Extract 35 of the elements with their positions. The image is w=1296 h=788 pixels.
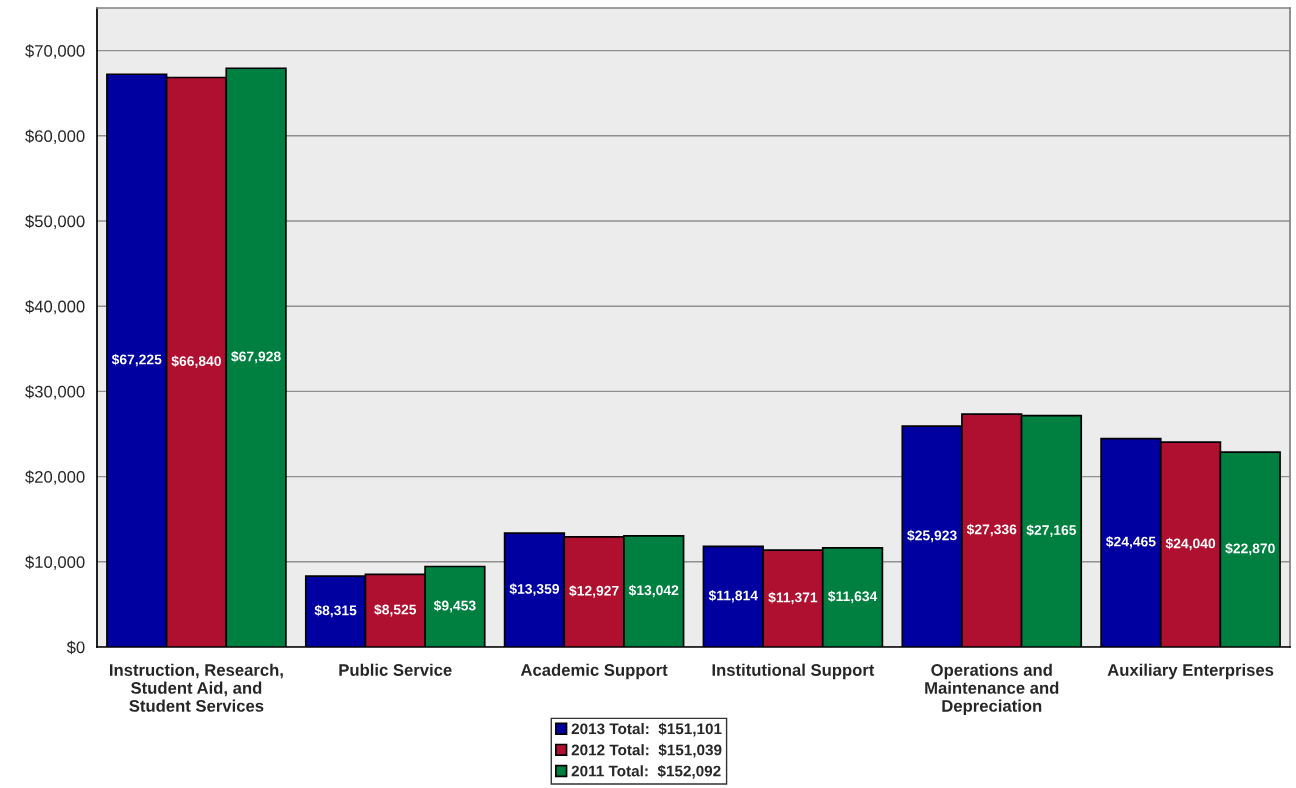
y-tick-label: $40,000 [25, 299, 85, 315]
y-tick-label: $60,000 [25, 129, 85, 144]
data-label: $27,165 [1026, 524, 1077, 538]
data-label: $67,928 [231, 350, 281, 364]
data-label: $11,634 [828, 590, 878, 604]
data-label: $25,923 [907, 529, 957, 543]
data-label: $13,042 [628, 584, 679, 598]
y-tick-label: $50,000 [25, 214, 85, 230]
data-label: $9,453 [433, 600, 476, 613]
x-tick-label: Operations and Maintenance and Depreciation [925, 663, 1059, 716]
x-tick-label: Instruction, Research, Student Aid, and Student Services [110, 663, 283, 712]
data-label: $24,465 [1106, 536, 1156, 549]
y-tick-label: $20,000 [25, 470, 85, 485]
y-tick-label: $0 [66, 640, 85, 655]
data-label: $67,225 [111, 353, 162, 367]
legend-label: 2011 Total: $152,092 [571, 764, 721, 779]
x-tick-label: Institutional Support [712, 663, 875, 680]
data-label: $12,927 [569, 585, 619, 598]
y-tick-label: $10,000 [25, 555, 85, 570]
x-tick-label: Academic Support [520, 663, 668, 680]
data-label: $11,814 [708, 589, 758, 603]
data-label: $24,040 [1165, 537, 1216, 551]
data-label: $66,840 [171, 355, 221, 368]
data-label: $13,359 [509, 583, 560, 596]
x-tick-label: Auxiliary Enterprises [1107, 663, 1274, 680]
data-label: $8,525 [374, 603, 417, 617]
x-tick-label: Public Service [339, 663, 452, 676]
y-tick-label: $30,000 [25, 385, 85, 400]
data-label: $27,336 [966, 523, 1017, 537]
y-tick-label: $70,000 [25, 44, 85, 59]
data-label: $8,315 [314, 604, 357, 618]
data-label: $11,371 [768, 591, 818, 605]
legend-label: 2013 Total: $151,101 [571, 722, 722, 737]
data-label: $22,870 [1225, 542, 1275, 556]
legend-label: 2012 Total: $151,039 [571, 743, 722, 758]
